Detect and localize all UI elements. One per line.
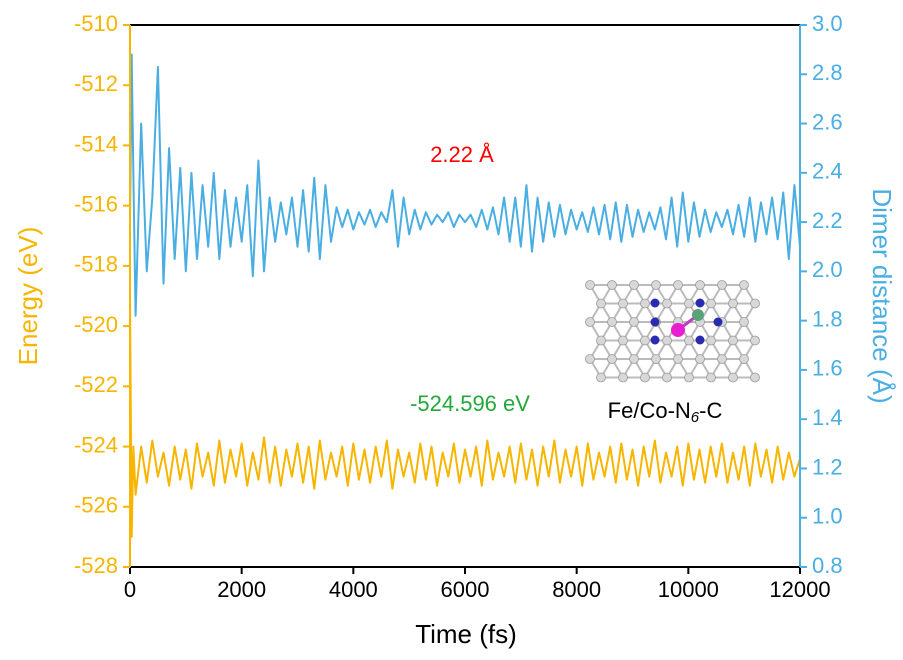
y2-tick-label: 0.8	[812, 553, 843, 578]
y2-axis-title: Dimer distance (Å)	[867, 188, 897, 403]
atom	[695, 354, 705, 364]
atom	[640, 335, 650, 346]
y2-tick-label: 2.2	[812, 208, 843, 233]
atom	[750, 335, 760, 346]
atom	[739, 280, 749, 290]
x-tick-label: 8000	[552, 577, 601, 602]
atom	[651, 280, 661, 290]
atom	[596, 335, 606, 346]
x-tick-label: 2000	[217, 577, 266, 602]
annotation: Fe/Co-N6-C	[608, 398, 723, 426]
atom	[629, 280, 639, 290]
y-axis-title: Energy (eV)	[13, 227, 43, 366]
x-tick-label: 6000	[441, 577, 490, 602]
atom	[728, 372, 738, 383]
atom	[662, 298, 672, 309]
atom	[585, 280, 595, 290]
atom	[585, 354, 595, 364]
annotation-part: 6	[691, 409, 700, 426]
atom	[728, 298, 738, 309]
x-axis-title: Time (fs)	[415, 619, 517, 649]
atom	[750, 372, 760, 383]
y-tick-label: -522	[74, 372, 118, 397]
y-tick-label: -518	[74, 252, 118, 277]
atom	[662, 372, 672, 383]
atom	[629, 354, 639, 364]
y2-tick-label: 2.8	[812, 60, 843, 85]
plot-area	[129, 53, 801, 538]
atom	[706, 335, 716, 346]
atom-n	[650, 335, 660, 345]
atom	[618, 335, 628, 346]
x-tick-label: 4000	[329, 577, 378, 602]
y2-tick-label: 1.8	[812, 306, 843, 331]
atom-co	[692, 309, 704, 321]
atom	[684, 335, 694, 346]
atom	[640, 372, 650, 383]
atom	[717, 280, 727, 290]
atom	[706, 298, 716, 309]
atom	[629, 317, 639, 327]
y-tick-label: -512	[74, 71, 118, 96]
atom	[607, 280, 617, 290]
annotation: -524.596 eV	[410, 391, 530, 416]
x-tick-label: 0	[124, 577, 136, 602]
y2-tick-label: 3.0	[812, 11, 843, 36]
y2-tick-label: 2.4	[812, 159, 843, 184]
atom	[585, 317, 595, 327]
atom-n	[650, 317, 660, 327]
y2-tick-label: 1.2	[812, 454, 843, 479]
y-tick-label: -510	[74, 11, 118, 36]
y-tick-label: -516	[74, 191, 118, 216]
atom	[684, 372, 694, 383]
y-tick-label: -526	[74, 493, 118, 518]
annotation-part: Fe/Co-N	[608, 398, 691, 423]
atom	[717, 354, 727, 364]
atom	[596, 298, 606, 309]
y2-tick-label: 1.6	[812, 356, 843, 381]
y2-tick-label: 1.0	[812, 504, 843, 529]
y-tick-label: -514	[74, 131, 118, 156]
annotation: 2.22 Å	[430, 142, 494, 167]
molecule-inset	[585, 280, 760, 383]
atom	[640, 298, 650, 309]
atom	[662, 335, 672, 346]
atom	[750, 298, 760, 309]
atom	[607, 354, 617, 364]
atom	[618, 372, 628, 383]
atom	[706, 372, 716, 383]
atom	[673, 354, 683, 364]
atom-n	[713, 317, 723, 327]
atom	[673, 280, 683, 290]
y2-tick-label: 1.4	[812, 405, 843, 430]
annotation-part: -C	[699, 398, 722, 423]
series-line	[129, 295, 801, 538]
x-tick-label: 12000	[769, 577, 830, 602]
atom	[739, 317, 749, 327]
atom	[607, 317, 617, 327]
atom	[739, 354, 749, 364]
x-tick-label: 10000	[658, 577, 719, 602]
atom	[684, 298, 694, 309]
atom-n	[695, 298, 705, 308]
y-tick-label: -528	[74, 553, 118, 578]
y-tick-label: -524	[74, 432, 118, 457]
atom	[596, 372, 606, 383]
atom	[651, 354, 661, 364]
atom	[695, 280, 705, 290]
y-tick-label: -520	[74, 312, 118, 337]
y2-tick-label: 2.0	[812, 257, 843, 282]
atom	[618, 298, 628, 309]
y2-tick-label: 2.6	[812, 109, 843, 134]
atom-n	[695, 335, 705, 345]
series-line	[129, 53, 801, 317]
atom	[728, 335, 738, 346]
atom-fe	[671, 323, 685, 337]
atom-n	[650, 298, 660, 308]
